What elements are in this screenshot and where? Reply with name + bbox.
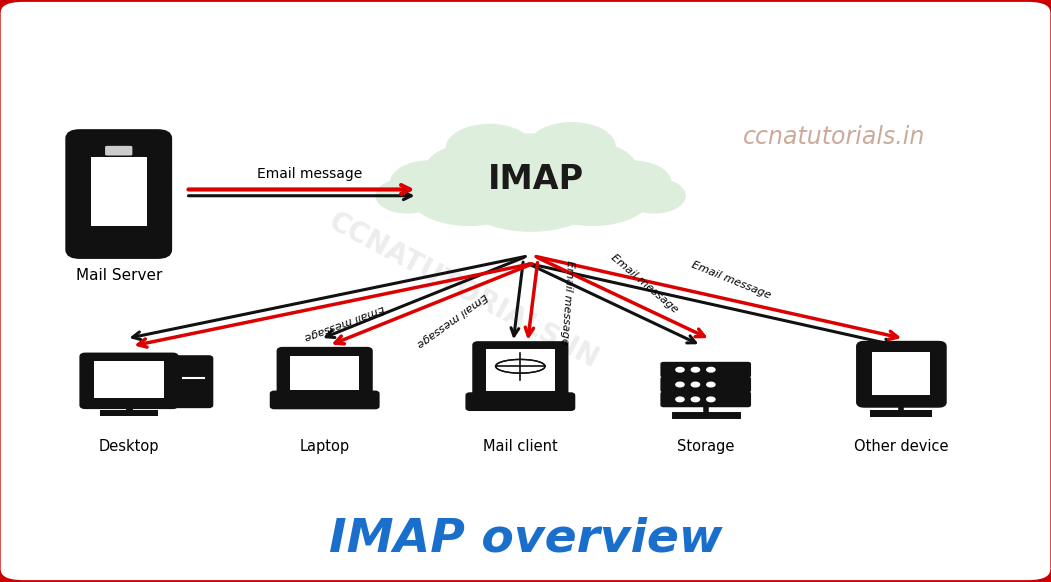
Text: Laptop: Laptop [300,439,350,455]
Circle shape [391,161,469,204]
FancyBboxPatch shape [474,343,566,399]
FancyBboxPatch shape [81,354,177,407]
Circle shape [692,367,700,372]
Text: Email message: Email message [559,260,575,345]
FancyBboxPatch shape [661,378,750,391]
Circle shape [425,144,523,198]
Circle shape [692,382,700,387]
Bar [91,157,146,226]
FancyBboxPatch shape [67,132,169,257]
Circle shape [706,397,715,402]
FancyBboxPatch shape [271,392,378,408]
FancyBboxPatch shape [279,349,371,396]
Bar [100,410,158,417]
Circle shape [706,382,715,387]
Circle shape [623,179,685,213]
Text: Email message: Email message [256,167,362,181]
Circle shape [706,367,715,372]
Circle shape [676,367,684,372]
Text: Mail Server: Mail Server [76,268,162,283]
Bar [486,349,555,391]
Circle shape [692,397,700,402]
Text: IMAP: IMAP [488,164,584,196]
Circle shape [407,157,531,225]
Circle shape [376,179,438,213]
Text: Desktop: Desktop [99,439,160,455]
Circle shape [676,382,684,387]
Circle shape [538,142,637,197]
Circle shape [593,161,671,204]
Text: Email message: Email message [415,290,489,349]
Text: IMAP overview: IMAP overview [329,517,722,562]
Text: ccnatutorials.in: ccnatutorials.in [743,125,926,149]
Circle shape [676,397,684,402]
FancyBboxPatch shape [105,146,132,155]
Text: Email message: Email message [691,260,772,300]
FancyBboxPatch shape [661,363,750,377]
Bar [94,361,164,398]
Text: Mail client: Mail client [483,439,558,455]
Circle shape [496,353,545,380]
Text: Email message: Email message [610,253,680,315]
FancyBboxPatch shape [467,393,574,410]
Text: Storage: Storage [677,439,735,455]
Bar [872,352,930,395]
FancyBboxPatch shape [858,343,945,406]
Text: Other device: Other device [854,439,949,455]
Text: Email message: Email message [303,303,386,342]
Circle shape [453,146,607,231]
FancyBboxPatch shape [174,357,212,407]
Bar [290,356,359,390]
FancyBboxPatch shape [661,392,750,406]
Circle shape [531,157,654,225]
Text: CCNATUTORIALS.IN: CCNATUTORIALS.IN [324,208,603,374]
Circle shape [447,125,533,172]
Circle shape [474,134,588,197]
Circle shape [529,123,615,171]
Bar [870,410,932,417]
